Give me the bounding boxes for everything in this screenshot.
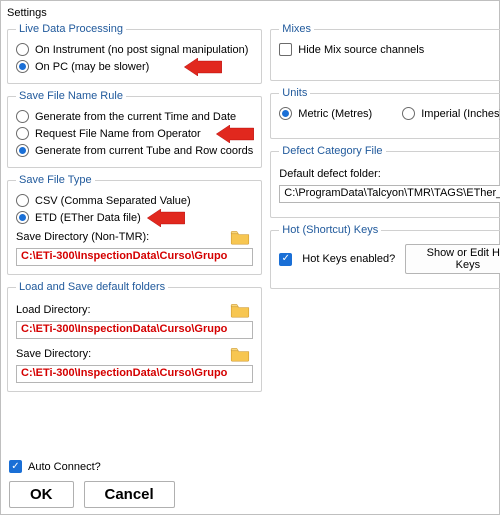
browse-save-dir-button[interactable] bbox=[227, 226, 253, 248]
checkbox-icon bbox=[9, 460, 22, 473]
radio-on-pc[interactable]: On PC (may be slower) bbox=[16, 58, 253, 75]
legend-live: Live Data Processing bbox=[16, 23, 126, 35]
group-units: Units Metric (Metres) Imperial (Inches) bbox=[270, 87, 500, 139]
group-defect: Defect Category File Default defect fold… bbox=[270, 145, 500, 218]
check-auto-connect[interactable]: Auto Connect? bbox=[9, 458, 175, 475]
load-dir-label: Load Directory: bbox=[16, 304, 221, 316]
folder-icon bbox=[230, 302, 250, 318]
defect-folder-label: Default defect folder: bbox=[279, 168, 498, 180]
group-load-save-folders: Load and Save default folders Load Direc… bbox=[7, 281, 262, 392]
radio-gen-time[interactable]: Generate from the current Time and Date bbox=[16, 108, 253, 125]
radio-icon bbox=[16, 43, 29, 56]
radio-csv[interactable]: CSV (Comma Separated Value) bbox=[16, 192, 253, 209]
save-dir-label: Save Directory (Non-TMR): bbox=[16, 231, 221, 243]
folder-icon bbox=[230, 229, 250, 245]
legend-mixes: Mixes bbox=[279, 23, 314, 35]
radio-request-name[interactable]: Request File Name from Operator bbox=[16, 125, 253, 142]
radio-icon bbox=[16, 211, 29, 224]
radio-icon bbox=[402, 107, 415, 120]
save-dir-input[interactable]: C:\ETi-300\InspectionData\Curso\Grupo bbox=[16, 248, 253, 266]
check-hide-mix[interactable]: Hide Mix source channels bbox=[279, 41, 500, 58]
arrow-icon bbox=[146, 209, 186, 227]
group-live-data: Live Data Processing On Instrument (no p… bbox=[7, 23, 262, 84]
radio-metric[interactable]: Metric (Metres) bbox=[279, 105, 372, 122]
group-hotkeys: Hot (Shortcut) Keys Hot Keys enabled? Sh… bbox=[270, 224, 500, 289]
arrow-icon bbox=[183, 58, 223, 76]
cancel-button[interactable]: Cancel bbox=[84, 481, 175, 508]
defect-folder-input[interactable]: C:\ProgramData\Talcyon\TMR\TAGS\ETher_ND… bbox=[279, 185, 500, 203]
settings-window: Settings Live Data Processing On Instrum… bbox=[0, 0, 500, 515]
legend-units: Units bbox=[279, 87, 310, 99]
show-edit-hotkeys-button[interactable]: Show or Edit Hot Keys bbox=[405, 244, 500, 274]
legend-defect: Defect Category File bbox=[279, 145, 385, 157]
radio-icon bbox=[16, 144, 29, 157]
radio-icon bbox=[16, 60, 29, 73]
radio-icon bbox=[16, 194, 29, 207]
ok-button[interactable]: OK bbox=[9, 481, 74, 508]
legend-load-save: Load and Save default folders bbox=[16, 281, 168, 293]
browse-load-dir-button[interactable] bbox=[227, 299, 253, 321]
window-title: Settings bbox=[7, 5, 493, 23]
browse-save-dir2-button[interactable] bbox=[227, 343, 253, 365]
arrow-icon bbox=[215, 125, 255, 143]
group-save-type: Save File Type CSV (Comma Separated Valu… bbox=[7, 174, 262, 275]
radio-etd[interactable]: ETD (ETher Data file) bbox=[16, 209, 253, 226]
load-dir-input[interactable]: C:\ETi-300\InspectionData\Curso\Grupo bbox=[16, 321, 253, 339]
radio-on-instrument[interactable]: On Instrument (no post signal manipulati… bbox=[16, 41, 253, 58]
hotkeys-enabled-label[interactable]: Hot Keys enabled? bbox=[302, 253, 395, 265]
legend-hotkeys: Hot (Shortcut) Keys bbox=[279, 224, 381, 236]
legend-save-type: Save File Type bbox=[16, 174, 95, 186]
folder-icon bbox=[230, 346, 250, 362]
radio-icon bbox=[16, 127, 29, 140]
group-save-rule: Save File Name Rule Generate from the cu… bbox=[7, 90, 262, 168]
group-mixes: Mixes Hide Mix source channels bbox=[270, 23, 500, 81]
checkbox-icon bbox=[279, 253, 292, 266]
radio-icon bbox=[16, 110, 29, 123]
radio-icon bbox=[279, 107, 292, 120]
checkbox-icon bbox=[279, 43, 292, 56]
radio-imperial[interactable]: Imperial (Inches) bbox=[402, 105, 500, 122]
legend-save-rule: Save File Name Rule bbox=[16, 90, 126, 102]
save-dir2-input[interactable]: C:\ETi-300\InspectionData\Curso\Grupo bbox=[16, 365, 253, 383]
radio-gen-coords[interactable]: Generate from current Tube and Row coord… bbox=[16, 142, 253, 159]
save-dir2-label: Save Directory: bbox=[16, 348, 221, 360]
